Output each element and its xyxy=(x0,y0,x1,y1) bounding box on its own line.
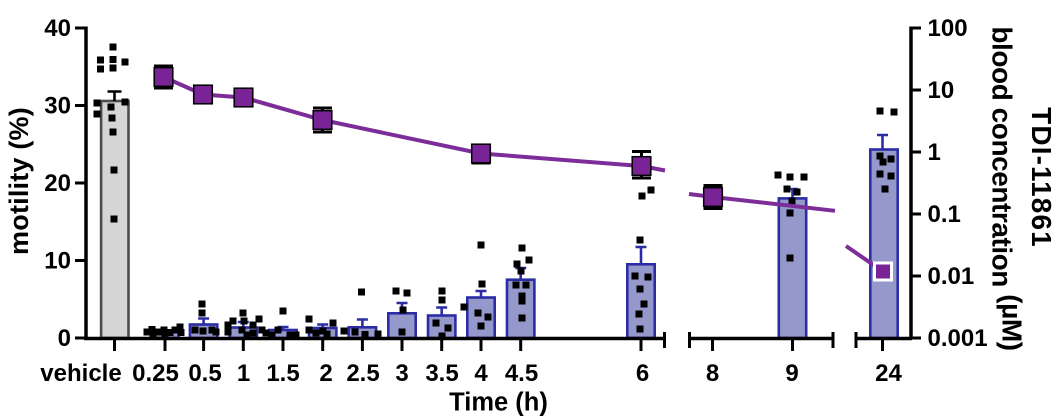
svg-text:0.01: 0.01 xyxy=(928,263,975,290)
svg-text:TDI-11861: TDI-11861 xyxy=(1026,107,1057,248)
svg-text:8: 8 xyxy=(706,360,719,387)
svg-text:0.001: 0.001 xyxy=(928,325,988,352)
svg-text:2: 2 xyxy=(319,360,332,387)
svg-text:2.5: 2.5 xyxy=(346,360,379,387)
svg-text:0.25: 0.25 xyxy=(132,360,179,387)
svg-text:30: 30 xyxy=(44,93,71,120)
svg-text:motility (%): motility (%) xyxy=(4,107,34,255)
svg-text:4.5: 4.5 xyxy=(505,360,538,387)
svg-text:0: 0 xyxy=(58,325,71,352)
svg-text:1.5: 1.5 xyxy=(266,360,299,387)
svg-text:0.5: 0.5 xyxy=(188,360,221,387)
svg-text:3.5: 3.5 xyxy=(425,360,458,387)
svg-text:1: 1 xyxy=(237,360,250,387)
svg-text:10: 10 xyxy=(928,77,955,104)
svg-text:40: 40 xyxy=(44,15,71,42)
svg-text:1: 1 xyxy=(928,139,941,166)
svg-text:3: 3 xyxy=(395,360,408,387)
svg-text:vehicle: vehicle xyxy=(40,360,121,387)
svg-text:9: 9 xyxy=(785,360,798,387)
svg-text:6: 6 xyxy=(636,360,649,387)
svg-text:10: 10 xyxy=(44,248,71,275)
svg-text:20: 20 xyxy=(44,170,71,197)
svg-text:4: 4 xyxy=(474,360,488,387)
svg-text:100: 100 xyxy=(928,15,968,42)
svg-text:0.1: 0.1 xyxy=(928,201,961,228)
svg-text:Time (h): Time (h) xyxy=(449,389,548,417)
svg-text:24: 24 xyxy=(875,360,902,387)
